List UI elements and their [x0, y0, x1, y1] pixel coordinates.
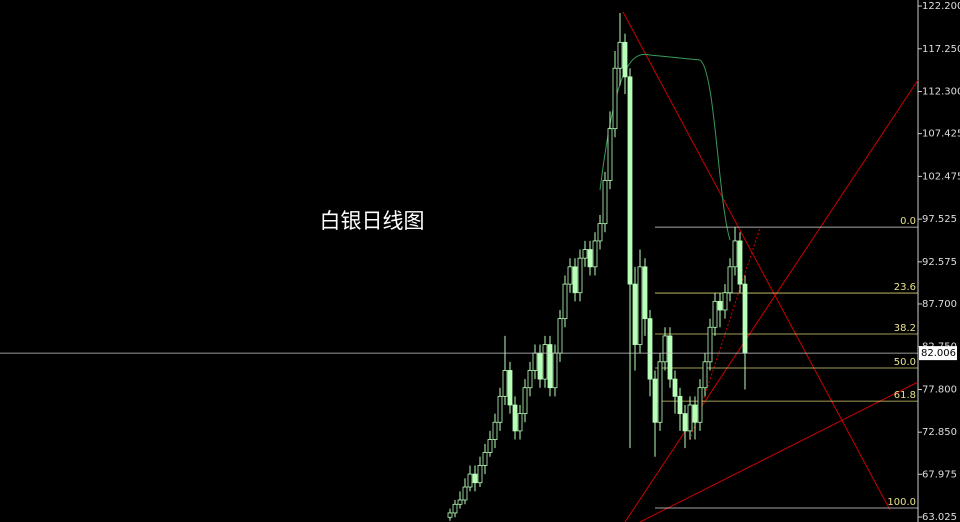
- candle-body: [562, 283, 568, 320]
- y-tick-label: 102.475: [922, 171, 960, 182]
- candle-body: [642, 266, 648, 320]
- y-tick-label: 107.425: [922, 129, 960, 140]
- y-tick-label: 77.800: [922, 384, 957, 395]
- candle-body: [667, 335, 673, 380]
- candle-body: [677, 395, 683, 415]
- trend-line: [624, 79, 919, 522]
- chart-title: 白银日线图: [320, 209, 425, 233]
- candle-body: [547, 344, 553, 389]
- fib-label: 38.2: [894, 323, 916, 334]
- candle-body: [742, 283, 748, 354]
- candle-body: [592, 240, 598, 268]
- candle-body: [632, 283, 638, 345]
- candle-body: [472, 473, 478, 484]
- candle-body: [512, 404, 518, 432]
- candle-body: [712, 300, 718, 328]
- candle-body: [577, 257, 583, 294]
- candle-body: [467, 473, 473, 488]
- candle-body: [567, 266, 573, 285]
- candle-body: [637, 266, 643, 345]
- candle-body: [452, 503, 458, 514]
- fib-label: 23.6: [894, 282, 916, 293]
- candle-body: [457, 499, 463, 505]
- trend-line: [622, 11, 891, 511]
- candle-body: [492, 421, 498, 440]
- candle-body: [587, 249, 593, 268]
- candle-body: [517, 413, 523, 432]
- candle-body: [532, 352, 538, 371]
- y-tick-label: 67.975: [922, 469, 957, 480]
- candle-body: [612, 67, 618, 130]
- current-price-label: 82.006: [921, 348, 956, 359]
- y-tick-label: 97.525: [922, 214, 957, 225]
- candle-body: [582, 249, 588, 259]
- y-tick-label: 112.300: [922, 87, 960, 98]
- candle-body: [697, 387, 703, 423]
- y-tick-label: 92.575: [922, 257, 957, 268]
- fib-label: 61.8: [894, 390, 916, 401]
- candle-body: [482, 452, 488, 466]
- candle-body: [722, 292, 728, 311]
- candle-body: [522, 387, 528, 415]
- candle-body: [462, 486, 468, 501]
- fib-label: 0.0: [900, 216, 916, 227]
- candle-body: [572, 266, 578, 294]
- candle-body: [447, 512, 453, 518]
- candle-body: [477, 465, 483, 484]
- candle-body: [497, 395, 503, 423]
- candle-body: [662, 335, 668, 363]
- candle-body: [692, 404, 698, 423]
- candle-body: [507, 370, 513, 406]
- candle-body: [627, 76, 633, 285]
- y-tick-label: 87.700: [922, 299, 957, 310]
- candle-body: [602, 180, 608, 225]
- candle-body: [732, 240, 738, 268]
- y-tick-label: 72.850: [922, 427, 957, 438]
- candle-body: [557, 318, 563, 354]
- candle-body: [622, 41, 628, 78]
- candle-body: [552, 352, 558, 389]
- candle-body: [597, 223, 603, 242]
- candle-body: [672, 378, 678, 397]
- candle-body: [527, 370, 533, 389]
- candle-body: [647, 318, 653, 380]
- candle-body: [657, 361, 663, 423]
- candle-body: [717, 300, 723, 311]
- candle-body: [502, 370, 508, 397]
- current-price-box: [919, 346, 957, 361]
- y-tick-label: 63.025: [922, 512, 957, 522]
- trend-line: [639, 381, 919, 522]
- y-tick-label: 122.200: [922, 1, 960, 12]
- candle-body: [652, 378, 658, 423]
- candle-body: [687, 404, 693, 432]
- candle-body: [537, 352, 543, 380]
- fib-label: 100.0: [887, 497, 916, 508]
- fib-label: 50.0: [894, 357, 916, 368]
- y-tick-label: 117.250: [922, 44, 960, 55]
- candle-body: [682, 413, 688, 432]
- candle-body: [727, 266, 733, 294]
- candle-body: [542, 344, 548, 380]
- candle-body: [707, 326, 713, 363]
- candle-body: [737, 240, 743, 285]
- candle-body: [607, 128, 613, 181]
- candle-body: [617, 41, 623, 69]
- candle-body: [487, 439, 493, 453]
- candle-body: [702, 361, 708, 389]
